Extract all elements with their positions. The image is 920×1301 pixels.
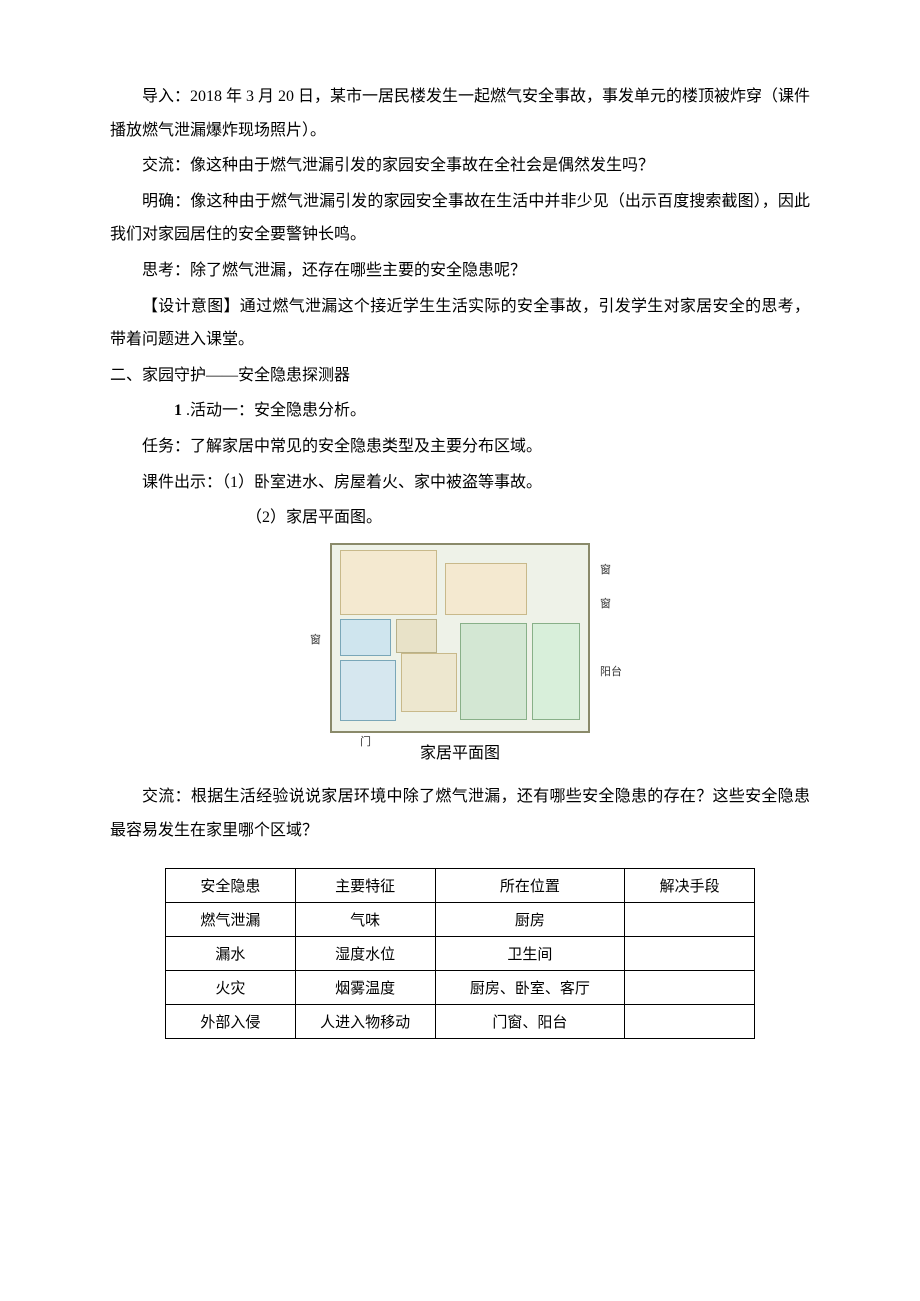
intro-paragraph-1: 导入：2018 年 3 月 20 日，某市一居民楼发生一起燃气安全事故，事发单元… — [110, 80, 810, 147]
activity-1-number: 1 — [174, 402, 182, 419]
floorplan-label: 窗 — [310, 631, 321, 647]
table-header-cell: 解决手段 — [625, 868, 755, 902]
floorplan-room-kitchen — [340, 660, 396, 721]
table-cell: 烟雾温度 — [295, 970, 435, 1004]
table-header-cell: 所在位置 — [435, 868, 625, 902]
table-row: 燃气泄漏气味厨房 — [166, 902, 755, 936]
floorplan-label: 窗 — [600, 595, 611, 611]
table-header-row: 安全隐患主要特征所在位置解决手段 — [166, 868, 755, 902]
floorplan-caption: 家居平面图 — [110, 737, 810, 771]
floorplan-figure: 窗窗窗阳台门 — [110, 543, 810, 733]
table-cell: 湿度水位 — [295, 936, 435, 970]
table-cell: 燃气泄漏 — [166, 902, 296, 936]
floorplan-room-bedroom2 — [445, 563, 527, 615]
table-cell: 气味 — [295, 902, 435, 936]
floorplan-diagram: 窗窗窗阳台门 — [330, 543, 590, 733]
courseware-item-2: （2）家居平面图。 — [110, 501, 810, 535]
table-cell: 卫生间 — [435, 936, 625, 970]
table-cell — [625, 936, 755, 970]
hazard-table: 安全隐患主要特征所在位置解决手段燃气泄漏气味厨房漏水湿度水位卫生间火灾烟雾温度厨… — [165, 868, 755, 1039]
table-cell — [625, 1004, 755, 1038]
task-paragraph: 任务：了解家居中常见的安全隐患类型及主要分布区域。 — [110, 430, 810, 464]
activity-1-title: 1 .活动一：安全隐患分析。 — [110, 394, 810, 428]
table-cell — [625, 970, 755, 1004]
floorplan-label: 门 — [360, 733, 371, 749]
table-cell: 火灾 — [166, 970, 296, 1004]
floorplan-room-bedroom1 — [340, 550, 437, 615]
intro-paragraph-4: 思考：除了燃气泄漏，还存在哪些主要的安全隐患呢？ — [110, 254, 810, 288]
table-header-cell: 主要特征 — [295, 868, 435, 902]
floorplan-room-living — [460, 623, 527, 720]
table-row: 外部入侵人进入物移动门窗、阳台 — [166, 1004, 755, 1038]
table-cell: 厨房、卧室、客厅 — [435, 970, 625, 1004]
table-row: 火灾烟雾温度厨房、卧室、客厅 — [166, 970, 755, 1004]
courseware-item-1: 课件出示：（1）卧室进水、房屋着火、家中被盗等事故。 — [110, 466, 810, 500]
table-row: 漏水湿度水位卫生间 — [166, 936, 755, 970]
table-cell: 外部入侵 — [166, 1004, 296, 1038]
intro-paragraph-3: 明确：像这种由于燃气泄漏引发的家园安全事故在生活中并非少见（出示百度搜索截图），… — [110, 185, 810, 252]
section-2-heading: 二、家园守护——安全隐患探测器 — [110, 359, 810, 393]
floorplan-room-dining — [401, 653, 457, 713]
discussion-paragraph: 交流：根据生活经验说说家居环境中除了燃气泄漏，还有哪些安全隐患的存在？这些安全隐… — [110, 780, 810, 847]
table-cell: 人进入物移动 — [295, 1004, 435, 1038]
table-header-cell: 安全隐患 — [166, 868, 296, 902]
activity-1-rest: .活动一：安全隐患分析。 — [182, 402, 366, 419]
floorplan-room-closet — [396, 619, 437, 652]
floorplan-room-bath — [340, 619, 391, 656]
design-intent-paragraph: 【设计意图】通过燃气泄漏这个接近学生生活实际的安全事故，引发学生对家居安全的思考… — [110, 290, 810, 357]
table-cell: 门窗、阳台 — [435, 1004, 625, 1038]
floorplan-label: 窗 — [600, 561, 611, 577]
table-cell — [625, 902, 755, 936]
intro-paragraph-2: 交流：像这种由于燃气泄漏引发的家园安全事故在全社会是偶然发生吗？ — [110, 149, 810, 183]
floorplan-room-balcony — [532, 623, 581, 720]
floorplan-outer — [330, 543, 590, 733]
table-cell: 厨房 — [435, 902, 625, 936]
floorplan-label: 阳台 — [600, 663, 622, 679]
table-cell: 漏水 — [166, 936, 296, 970]
